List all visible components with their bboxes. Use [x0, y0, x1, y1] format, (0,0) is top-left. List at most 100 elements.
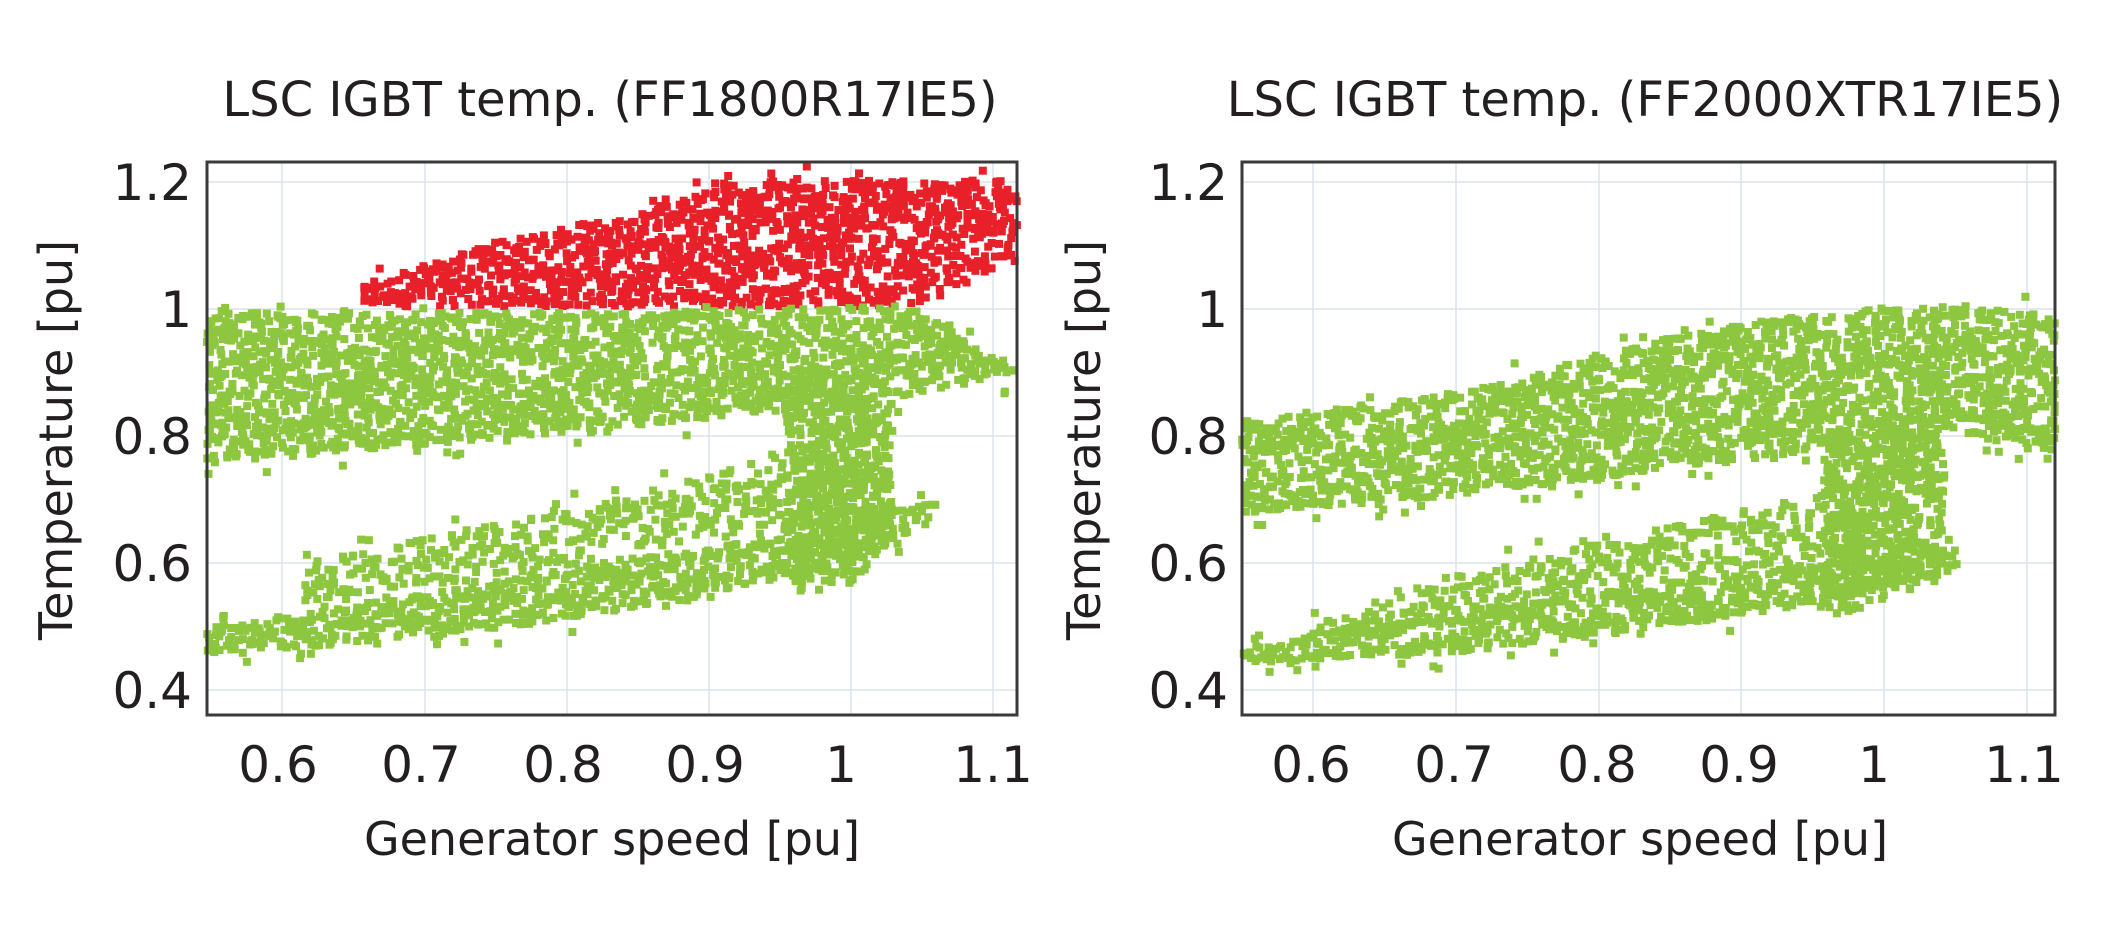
- chart-left-point-series-1: [710, 528, 718, 537]
- chart-left-point-series-1: [520, 410, 529, 419]
- chart-left-point-series-1: [421, 428, 430, 437]
- chart-left-point-series-1: [308, 343, 317, 352]
- chart-left-point-series-0: [516, 297, 525, 306]
- chart-left-point-series-1: [451, 385, 460, 394]
- chart-left-point-series-0: [907, 299, 916, 307]
- chart-left-point-series-1: [644, 387, 653, 396]
- chart-left-point-series-1: [967, 361, 976, 370]
- chart-left-point-series-0: [821, 184, 830, 192]
- chart-left-point-series-1: [640, 595, 648, 604]
- chart-left-point-series-1: [386, 312, 395, 321]
- chart-left-point-series-1: [216, 420, 224, 428]
- chart-left-point-series-1: [293, 391, 302, 400]
- chart-left-point-series-1: [448, 432, 457, 440]
- chart-left-point-series-1: [364, 414, 373, 422]
- chart-left-point-series-0: [710, 193, 719, 202]
- chart-left-point-series-0: [756, 287, 765, 296]
- chart-left-point-series-1: [493, 403, 502, 412]
- chart-left-point-series-0: [584, 245, 593, 254]
- chart-left-point-series-0: [623, 279, 632, 288]
- chart-left-point-series-1: [863, 344, 872, 353]
- chart-left-point-series-1: [391, 430, 400, 439]
- chart-left-point-series-0: [963, 209, 972, 218]
- chart-left-point-series-1: [606, 341, 615, 350]
- chart-left-point-series-0: [734, 274, 743, 283]
- chart-left-point-series-0: [891, 181, 900, 190]
- chart-left-point-series-0: [457, 259, 466, 268]
- chart-left-point-series-1: [500, 340, 509, 349]
- chart-left-point-series-1: [278, 312, 287, 321]
- chart-left-point-series-0: [503, 269, 512, 278]
- chart-left-point-series-0: [784, 183, 793, 192]
- chart-left-point-series-0: [737, 299, 746, 308]
- chart-left-point-series-0: [483, 257, 491, 266]
- chart-left-point-series-0: [958, 224, 967, 233]
- chart-left-point-series-1: [741, 492, 750, 501]
- chart-left-point-series-1: [438, 587, 447, 596]
- chart-left-point-series-1: [207, 401, 216, 410]
- chart-left-point-series-1: [503, 391, 512, 400]
- chart-left-point-series-1: [654, 491, 663, 500]
- chart-left-point-series-0: [711, 277, 720, 286]
- chart-left-point-series-1: [417, 397, 426, 406]
- chart-left-point-series-1: [258, 327, 267, 336]
- chart-left-point-series-0: [824, 274, 833, 283]
- chart-left-point-series-1: [460, 638, 469, 646]
- chart-left-point-series-0: [441, 276, 450, 285]
- chart-left-point-series-0: [839, 238, 848, 247]
- chart-left-point-series-0: [948, 207, 957, 216]
- chart-left-point-series-1: [787, 304, 795, 313]
- chart-left-point-series-1: [244, 330, 253, 339]
- chart-left-point-series-0: [360, 282, 369, 291]
- chart-left-point-series-1: [833, 307, 842, 316]
- chart-left-point-series-0: [730, 241, 738, 250]
- chart-left-point-series-1: [1000, 387, 1009, 396]
- chart-left-point-series-0: [933, 256, 942, 265]
- chart-left-point-series-1: [306, 649, 315, 658]
- chart-left-point-series-1: [1002, 368, 1011, 377]
- chart-left-point-series-1: [571, 356, 580, 365]
- chart-left-point-series-0: [825, 203, 834, 212]
- chart-left-point-series-1: [328, 352, 337, 360]
- chart-left-point-series-1: [362, 310, 371, 319]
- chart-left-point-series-0: [779, 296, 788, 305]
- chart-left-point-series-0: [806, 289, 815, 298]
- chart-left-point-series-1: [482, 378, 491, 387]
- chart-left-point-series-1: [285, 329, 294, 338]
- chart-left-point-series-0: [532, 288, 540, 297]
- chart-left-point-series-1: [601, 397, 610, 406]
- chart-left-point-series-0: [449, 257, 458, 266]
- chart-left-point-series-0: [704, 295, 713, 304]
- chart-left-point-series-0: [828, 241, 837, 250]
- chart-left-point-series-1: [331, 324, 340, 333]
- chart-left-point-series-1: [557, 325, 565, 334]
- chart-left-point-series-1: [499, 412, 508, 421]
- chart-left-point-series-1: [625, 328, 634, 337]
- chart-left-point-series-1: [641, 372, 650, 381]
- chart-left-point-series-0: [686, 257, 694, 266]
- chart-left-point-series-0: [883, 258, 892, 267]
- chart-left-point-series-0: [776, 253, 785, 262]
- chart-left-point-series-0: [732, 281, 741, 290]
- chart-left-point-series-0: [782, 263, 791, 272]
- chart-left-point-series-0: [761, 284, 770, 293]
- chart-left-point-series-0: [912, 264, 921, 273]
- chart-left-point-series-1: [812, 329, 821, 338]
- chart-left-point-series-1: [273, 433, 281, 442]
- chart-left-point-series-1: [450, 405, 459, 414]
- chart-left-point-series-1: [578, 388, 587, 397]
- chart-left-point-series-1: [338, 378, 346, 387]
- chart-left-point-series-1: [375, 415, 384, 424]
- chart-left-point-series-0: [971, 183, 980, 192]
- chart-left-point-series-0: [899, 183, 908, 192]
- chart-left-point-series-1: [736, 570, 744, 578]
- chart-left-point-series-1: [491, 592, 500, 601]
- chart-left-point-series-0: [957, 263, 966, 272]
- chart-left-point-series-0: [747, 206, 756, 215]
- chart-left-point-series-1: [363, 603, 372, 612]
- chart-left-point-series-0: [573, 232, 582, 241]
- chart-left-point-series-1: [492, 578, 501, 587]
- chart-left-point-series-1: [720, 379, 729, 388]
- chart-left-point-series-1: [333, 605, 342, 614]
- chart-left-point-series-0: [881, 244, 890, 253]
